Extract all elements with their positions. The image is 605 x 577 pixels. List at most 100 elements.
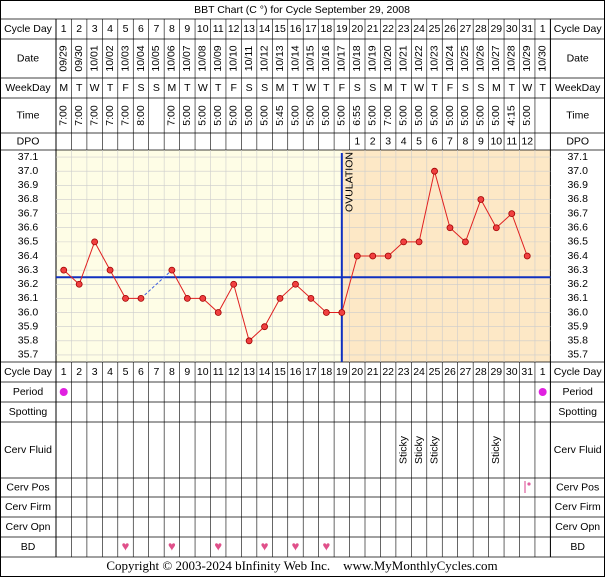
cycle-day: 26: [444, 23, 456, 35]
y-tick-label: 36.4: [18, 250, 39, 262]
date: 10/09: [212, 45, 224, 71]
y-tick-label: 36.1: [567, 292, 588, 304]
row-label: Cerv Fluid: [554, 444, 602, 456]
time: 5:00: [320, 105, 332, 126]
temp-point: [322, 309, 330, 316]
temp-point: [400, 238, 408, 246]
cycle-day: 22: [382, 366, 394, 378]
row-label: Period: [563, 386, 594, 398]
cycle-day: 25: [429, 23, 441, 35]
date: 10/14: [289, 45, 301, 71]
cycle-day: 20: [351, 366, 363, 378]
temp-point: [338, 309, 346, 316]
date: 10/05: [150, 45, 162, 71]
cycle-day: 16: [290, 366, 302, 378]
time: 5:00: [289, 105, 301, 126]
y-tick-label: 36.0: [18, 306, 39, 318]
date: 10/30: [536, 45, 548, 71]
date: 10/25: [459, 45, 471, 71]
time: 5:00: [397, 105, 409, 126]
time: 5:00: [336, 105, 348, 126]
row-label: Date: [17, 52, 39, 64]
dpo: 12: [521, 135, 533, 147]
date: 10/19: [367, 45, 379, 71]
row-label: Cerv Firm: [5, 501, 51, 513]
row-label: Cerv Fluid: [4, 444, 52, 456]
cerv-fluid: Sticky: [397, 435, 409, 464]
time: 5:00: [227, 105, 239, 126]
cycle-day: 29: [490, 23, 502, 35]
y-tick-label: 36.7: [567, 207, 588, 219]
date: 10/08: [197, 45, 209, 71]
weekday: F: [122, 82, 128, 94]
dpo: 6: [432, 135, 438, 147]
temp-point: [477, 196, 485, 203]
date: 10/13: [274, 45, 286, 71]
y-tick-label: 35.9: [18, 320, 39, 332]
time: 5:00: [428, 105, 440, 126]
y-tick-label: 35.8: [567, 335, 588, 347]
y-tick-label: 36.2: [18, 278, 39, 290]
cycle-day: 18: [321, 366, 333, 378]
time: 5:00: [444, 105, 456, 126]
weekday: S: [462, 82, 469, 94]
row-label: Cerv Firm: [555, 501, 601, 513]
weekday: M: [492, 82, 501, 94]
time: 5:00: [459, 105, 471, 126]
cycle-day: 12: [228, 366, 240, 378]
y-tick-label: 36.8: [18, 193, 39, 205]
cycle-day: 1: [61, 23, 67, 35]
date: 10/29: [521, 45, 533, 71]
cycle-day: 17: [305, 366, 317, 378]
dpo: 5: [416, 135, 422, 147]
cycle-day: 25: [429, 366, 441, 378]
weekday: S: [369, 82, 376, 94]
cycle-day: 2: [76, 23, 82, 35]
cycle-day: 3: [92, 366, 98, 378]
time: 5:00: [181, 105, 193, 126]
temp-point: [415, 238, 423, 246]
weekday: S: [354, 82, 361, 94]
date: 10/12: [258, 45, 270, 71]
cycle-day: 6: [138, 366, 144, 378]
dpo: 4: [401, 135, 407, 147]
temp-point: [230, 280, 238, 288]
date: 10/24: [444, 45, 456, 71]
temp-point: [245, 337, 253, 345]
time: 6:55: [351, 105, 363, 126]
row-label: Cycle Day: [554, 366, 603, 378]
cycle-day: 30: [506, 23, 518, 35]
cycle-day: 8: [169, 366, 175, 378]
dpo: 7: [447, 135, 453, 147]
y-tick-label: 36.4: [567, 250, 588, 262]
temp-point: [307, 294, 315, 302]
time: 7:00: [73, 105, 85, 126]
date: 10/28: [506, 45, 518, 71]
date: 10/04: [135, 45, 147, 71]
row-label: Cycle Day: [554, 23, 603, 35]
time: 8:00: [135, 105, 147, 126]
cycle-day: 26: [444, 366, 456, 378]
bd-heart: ♥: [168, 538, 176, 553]
date: 10/20: [382, 45, 394, 71]
cycle-day: 13: [243, 23, 255, 35]
time: 7:00: [119, 105, 131, 126]
temp-point: [523, 252, 531, 260]
weekday: M: [168, 82, 177, 94]
weekday: T: [400, 82, 407, 94]
y-tick-label: 35.7: [18, 349, 39, 361]
temp-point: [369, 252, 377, 260]
period-dot: [59, 388, 68, 396]
cycle-day: 12: [228, 23, 240, 35]
cycle-day: 13: [243, 366, 255, 378]
cycle-day: 22: [382, 23, 394, 35]
cycle-day: 5: [123, 366, 129, 378]
weekday: S: [246, 82, 253, 94]
date: 10/16: [320, 45, 332, 71]
cycle-day: 16: [290, 23, 302, 35]
dpo: 11: [506, 135, 517, 147]
time: 5:00: [367, 105, 379, 126]
date: 10/21: [397, 45, 409, 71]
weekday: S: [477, 82, 484, 94]
